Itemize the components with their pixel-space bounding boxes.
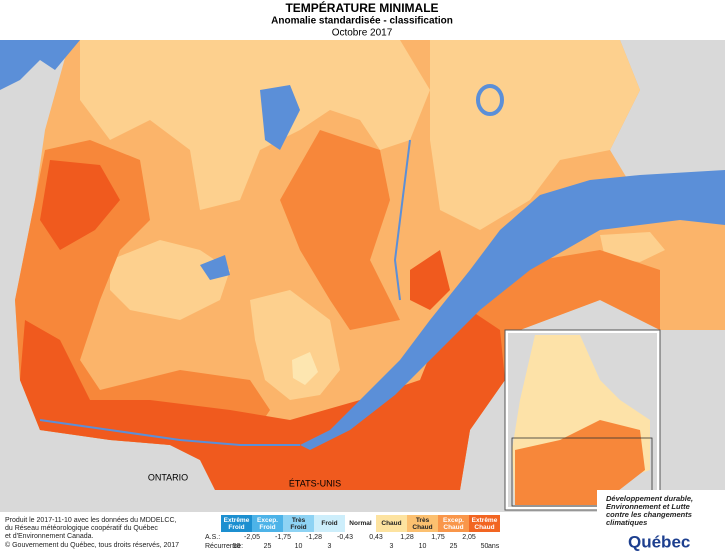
- as-value: -1,28: [306, 534, 322, 541]
- legend-class: Très Chaud: [407, 515, 438, 532]
- logo-name: Québec: [628, 532, 690, 551]
- recurrence-value: 10: [418, 543, 427, 550]
- zone-light: [600, 232, 665, 262]
- ministry-line: contre les changements: [606, 510, 692, 519]
- river: [39, 419, 300, 446]
- legend-class: Extrême Froid: [221, 515, 252, 532]
- credit-line: du Réseau météorologique coopératif du Q…: [5, 525, 158, 532]
- map-label: ONTARIO: [148, 472, 188, 482]
- legend-class: Chaud: [376, 515, 407, 532]
- zone-red: [40, 160, 120, 250]
- period: Octobre 2017: [332, 28, 393, 39]
- as-value: -1,75: [275, 534, 291, 541]
- as-value: -2,05: [244, 534, 260, 541]
- legend-class: Excep. Chaud: [438, 515, 469, 532]
- recurrence-value: 25: [449, 543, 458, 550]
- ministry-line: climatiques: [606, 518, 648, 527]
- recurrence-value: 25: [263, 543, 272, 550]
- credit-line: Produit le 2017-11-10 avec les données d…: [5, 517, 177, 524]
- zone-dark: [280, 130, 400, 330]
- inset-region: [515, 420, 645, 505]
- water: [476, 84, 504, 116]
- legend-class: Froid: [314, 515, 345, 532]
- recurrence-value: 3: [327, 543, 332, 550]
- as-label: A.S.:: [205, 534, 221, 541]
- as-value: -0,43: [337, 534, 353, 541]
- ministry-line: Environnement et Lutte: [606, 502, 690, 511]
- as-value: 1,75: [431, 534, 445, 541]
- legend-class: Normal: [345, 515, 376, 532]
- legend-class: Très Froid: [283, 515, 314, 532]
- zone-red: [410, 250, 450, 310]
- legend-class: Extrême Chaud: [469, 515, 500, 532]
- as-value: 2,05: [462, 534, 476, 541]
- water: [0, 40, 80, 90]
- ministry-line: Développement durable,: [606, 494, 694, 503]
- recurrence-value: 10: [294, 543, 303, 550]
- river: [393, 139, 411, 301]
- zone-light: [80, 40, 430, 210]
- subtitle: Anomalie standardisée - classification: [271, 16, 453, 27]
- title: TEMPÉRATURE MINIMALE: [285, 0, 438, 15]
- zone-light: [110, 240, 230, 320]
- water: [300, 170, 725, 450]
- recurrence-value: 50: [232, 543, 241, 550]
- credit-line: © Gouvernement du Québec, tous droits ré…: [5, 542, 180, 549]
- as-value: 1,28: [400, 534, 414, 541]
- recurrence-label: Récurrence:: [205, 543, 244, 550]
- recurrence-unit: ans: [488, 543, 500, 550]
- zone-light: [292, 352, 318, 385]
- as-value: 0,43: [369, 534, 383, 541]
- zone-red: [20, 310, 505, 490]
- credit-line: et d'Environnement Canada.: [5, 533, 94, 540]
- water: [200, 255, 230, 280]
- legend-class: Excep. Froid: [252, 515, 283, 532]
- map-label: ÉTATS-UNIS: [289, 478, 341, 488]
- recurrence-value: 50: [480, 543, 489, 550]
- water: [260, 85, 300, 150]
- inset-frame: [511, 437, 653, 507]
- logo-box: [597, 490, 725, 552]
- recurrence-value: 3: [389, 543, 394, 550]
